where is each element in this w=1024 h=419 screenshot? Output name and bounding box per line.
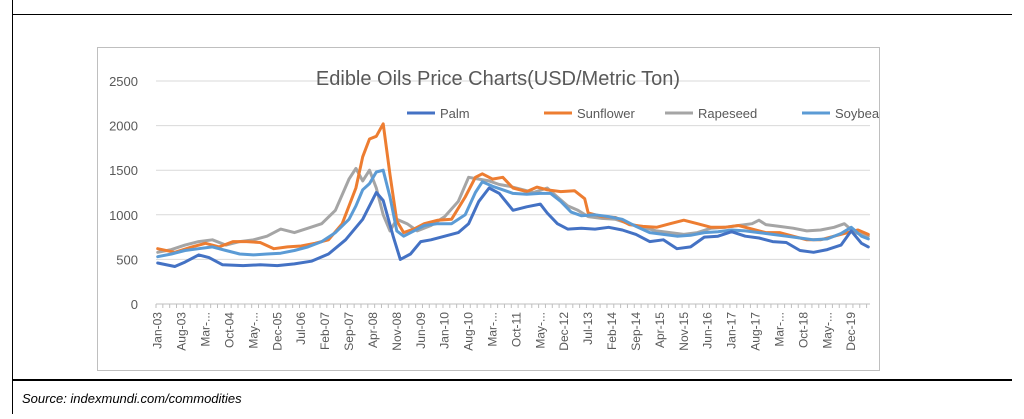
x-tick-label: Nov-15: [677, 312, 691, 351]
y-axis-ticks: 0 500 1000 1500 2000 2500: [109, 74, 138, 312]
x-tick-label: Aug-10: [462, 312, 476, 351]
x-tick-label: Aug-03: [175, 312, 189, 351]
x-tick-label: Dec-05: [270, 312, 284, 351]
series-line-rapeseed: [156, 166, 870, 254]
edible-oils-line-chart: 0 500 1000 1500 2000 2500 Jan-03 Aug-03 Mar-...…: [109, 68, 886, 351]
legend-label: Rapeseed: [698, 106, 757, 121]
y-tick-label: 1000: [109, 208, 138, 223]
x-tick-label: May-...: [820, 312, 834, 349]
x-tick-label: May-...: [246, 312, 260, 349]
x-tick-label: Mar-...: [486, 312, 500, 347]
legend-label: Soybean: [835, 106, 879, 121]
legend: Palm Sunflower Rapeseed Soybean: [407, 106, 886, 121]
x-tick-label: Dec-12: [557, 312, 571, 351]
x-tick-label: Jan-17: [725, 312, 739, 349]
x-tick-label: Apr-15: [653, 312, 667, 348]
x-tick-label: Dec-19: [844, 312, 858, 351]
top-border-line: [12, 0, 1012, 14]
x-axis: Jan-03 Aug-03 Mar-... Oct-04 May-... Dec-05 Ju…: [151, 304, 868, 351]
series-line-sunflower: [156, 122, 870, 254]
x-tick-label: Oct-11: [509, 312, 523, 347]
y-tick-label: 500: [116, 252, 138, 267]
series-line-soybean: [156, 168, 870, 259]
x-tick-label: Jul-06: [294, 312, 308, 345]
x-tick-label: May-...: [533, 312, 547, 349]
x-tick-label: Jun-09: [414, 312, 428, 349]
y-tick-label: 2500: [109, 74, 138, 89]
x-tick-label: Jan-10: [438, 312, 452, 349]
gridlines: [156, 80, 870, 305]
x-tick-label: Oct-18: [796, 312, 810, 348]
x-tick-label: Jan-03: [151, 312, 165, 349]
y-tick-label: 2000: [109, 119, 138, 134]
chart-container: 0 500 1000 1500 2000 2500 Jan-03 Aug-03 Mar-...…: [97, 47, 886, 371]
x-tick-label: Jul-13: [581, 312, 595, 345]
x-tick-label: Apr-08: [366, 312, 380, 348]
y-tick-label: 1500: [109, 163, 138, 178]
x-tick-label: Feb-14: [605, 312, 619, 350]
x-tick-label: Feb-07: [318, 312, 332, 350]
source-caption: Source: indexmundi.com/commodities: [22, 391, 242, 406]
chart-title: Edible Oils Price Charts(USD/Metric Ton): [316, 68, 680, 90]
x-tick-label: Nov-08: [390, 312, 404, 351]
x-tick-label: Aug-17: [749, 312, 763, 351]
series-lines: [156, 122, 870, 268]
x-tick-label: Mar-...: [199, 312, 213, 347]
legend-label: Palm: [440, 106, 470, 121]
series-line-palm: [156, 186, 870, 268]
x-tick-label: Jun-16: [701, 312, 715, 349]
x-tick-label: Oct-04: [222, 312, 236, 348]
source-row: [12, 380, 1012, 414]
x-tick-label: Sep-14: [629, 312, 643, 351]
x-tick-label: Mar-...: [772, 312, 786, 347]
y-tick-label: 0: [131, 297, 138, 312]
figure-frame: [12, 14, 1012, 380]
legend-label: Sunflower: [577, 106, 635, 121]
x-tick-label: Sep-07: [342, 312, 356, 351]
